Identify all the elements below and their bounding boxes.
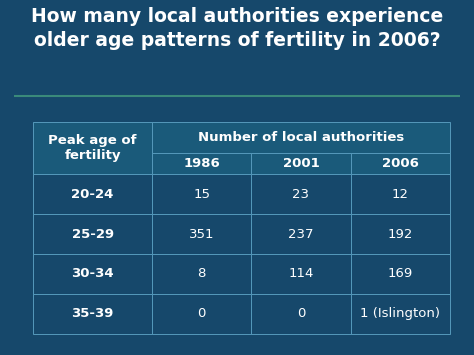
- Text: 35-39: 35-39: [72, 307, 114, 320]
- Text: 25-29: 25-29: [72, 228, 114, 241]
- Text: 15: 15: [193, 188, 210, 201]
- Text: 23: 23: [292, 188, 310, 201]
- Text: 114: 114: [288, 267, 314, 280]
- Bar: [351, 254, 450, 294]
- Text: 30-34: 30-34: [71, 267, 114, 280]
- Bar: [251, 153, 351, 174]
- Bar: [351, 214, 450, 254]
- Bar: [33, 174, 152, 214]
- Text: 192: 192: [388, 228, 413, 241]
- Bar: [152, 122, 450, 153]
- Bar: [251, 254, 351, 294]
- Bar: [152, 294, 251, 334]
- Text: Number of local authorities: Number of local authorities: [198, 131, 404, 144]
- Bar: [33, 294, 152, 334]
- Bar: [33, 254, 152, 294]
- Bar: [351, 174, 450, 214]
- Bar: [251, 214, 351, 254]
- Text: How many local authorities experience
older age patterns of fertility in 2006?: How many local authorities experience ol…: [31, 7, 443, 50]
- Text: 351: 351: [189, 228, 214, 241]
- Bar: [152, 254, 251, 294]
- Bar: [351, 294, 450, 334]
- Bar: [351, 153, 450, 174]
- Text: 12: 12: [392, 188, 409, 201]
- Bar: [33, 214, 152, 254]
- Bar: [251, 174, 351, 214]
- Text: 1986: 1986: [183, 157, 220, 170]
- Text: 169: 169: [388, 267, 413, 280]
- Bar: [152, 214, 251, 254]
- Text: 0: 0: [297, 307, 305, 320]
- Bar: [152, 153, 251, 174]
- Text: 8: 8: [198, 267, 206, 280]
- Bar: [152, 174, 251, 214]
- Text: 20-24: 20-24: [72, 188, 114, 201]
- Text: 237: 237: [288, 228, 314, 241]
- Text: 2006: 2006: [382, 157, 419, 170]
- Text: Peak age of
fertility: Peak age of fertility: [48, 134, 137, 162]
- Bar: [251, 294, 351, 334]
- Text: 2001: 2001: [283, 157, 319, 170]
- Text: 0: 0: [198, 307, 206, 320]
- Text: 1 (Islington): 1 (Islington): [360, 307, 440, 320]
- Bar: [33, 122, 152, 174]
